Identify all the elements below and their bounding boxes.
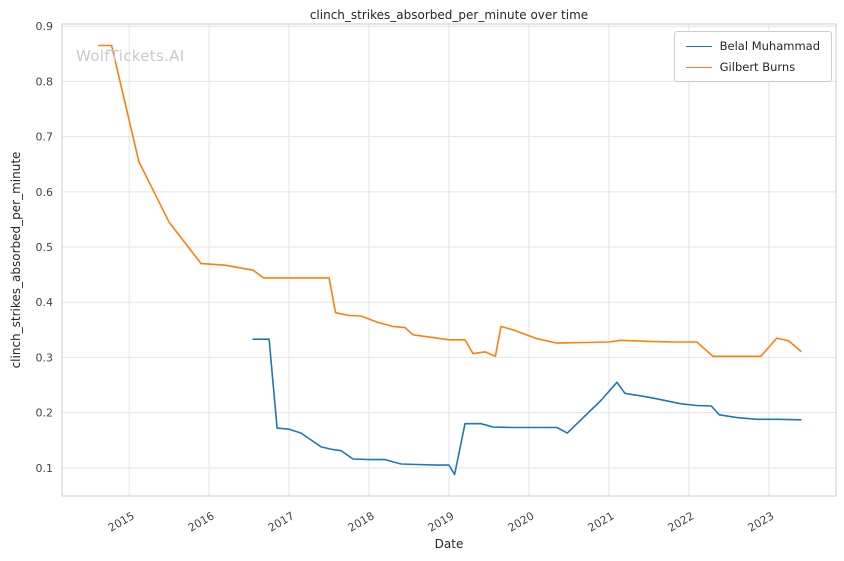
x-tick-label: 2018 [346, 509, 377, 534]
series-line-belal-muhammad [252, 338, 802, 476]
x-tick-label: 2020 [506, 509, 537, 534]
legend-line-sample [685, 45, 712, 47]
y-tick-label: 0.6 [36, 186, 54, 199]
y-tick-label: 0.5 [36, 241, 54, 254]
x-tick-label: 2015 [106, 509, 137, 534]
y-tick-label: 0.3 [36, 351, 54, 364]
watermark: WolfTickets.AI [76, 47, 185, 65]
y-tick-label: 0.8 [36, 75, 54, 88]
y-tick-label: 0.1 [36, 462, 54, 475]
x-axis-label: Date [434, 537, 464, 551]
axes-spine [61, 23, 837, 497]
y-tick-label: 0.7 [36, 131, 54, 144]
legend-line-sample [685, 66, 712, 68]
legend-label: Belal Muhammad [719, 39, 820, 53]
legend-item: Belal Muhammad [685, 39, 820, 53]
legend-item: Gilbert Burns [685, 60, 820, 74]
legend-label: Gilbert Burns [719, 60, 796, 74]
x-tick-label: 2023 [746, 509, 777, 534]
chart-title: clinch_strikes_absorbed_per_minute over … [309, 8, 589, 22]
series-line-gilbert-burns [98, 44, 802, 358]
x-tick-label: 2022 [666, 509, 697, 534]
x-tick-label: 2021 [586, 509, 617, 534]
y-tick-label: 0.4 [36, 296, 54, 309]
y-tick-label: 0.2 [36, 407, 54, 420]
x-tick-label: 2019 [426, 509, 457, 534]
legend: Belal Muhammad Gilbert Burns [673, 31, 832, 82]
x-tick-label: 2017 [266, 509, 297, 534]
y-tick-label: 0.9 [36, 20, 54, 33]
y-axis-label: clinch_strikes_absorbed_per_minute [9, 151, 23, 369]
x-tick-label: 2016 [186, 509, 217, 534]
